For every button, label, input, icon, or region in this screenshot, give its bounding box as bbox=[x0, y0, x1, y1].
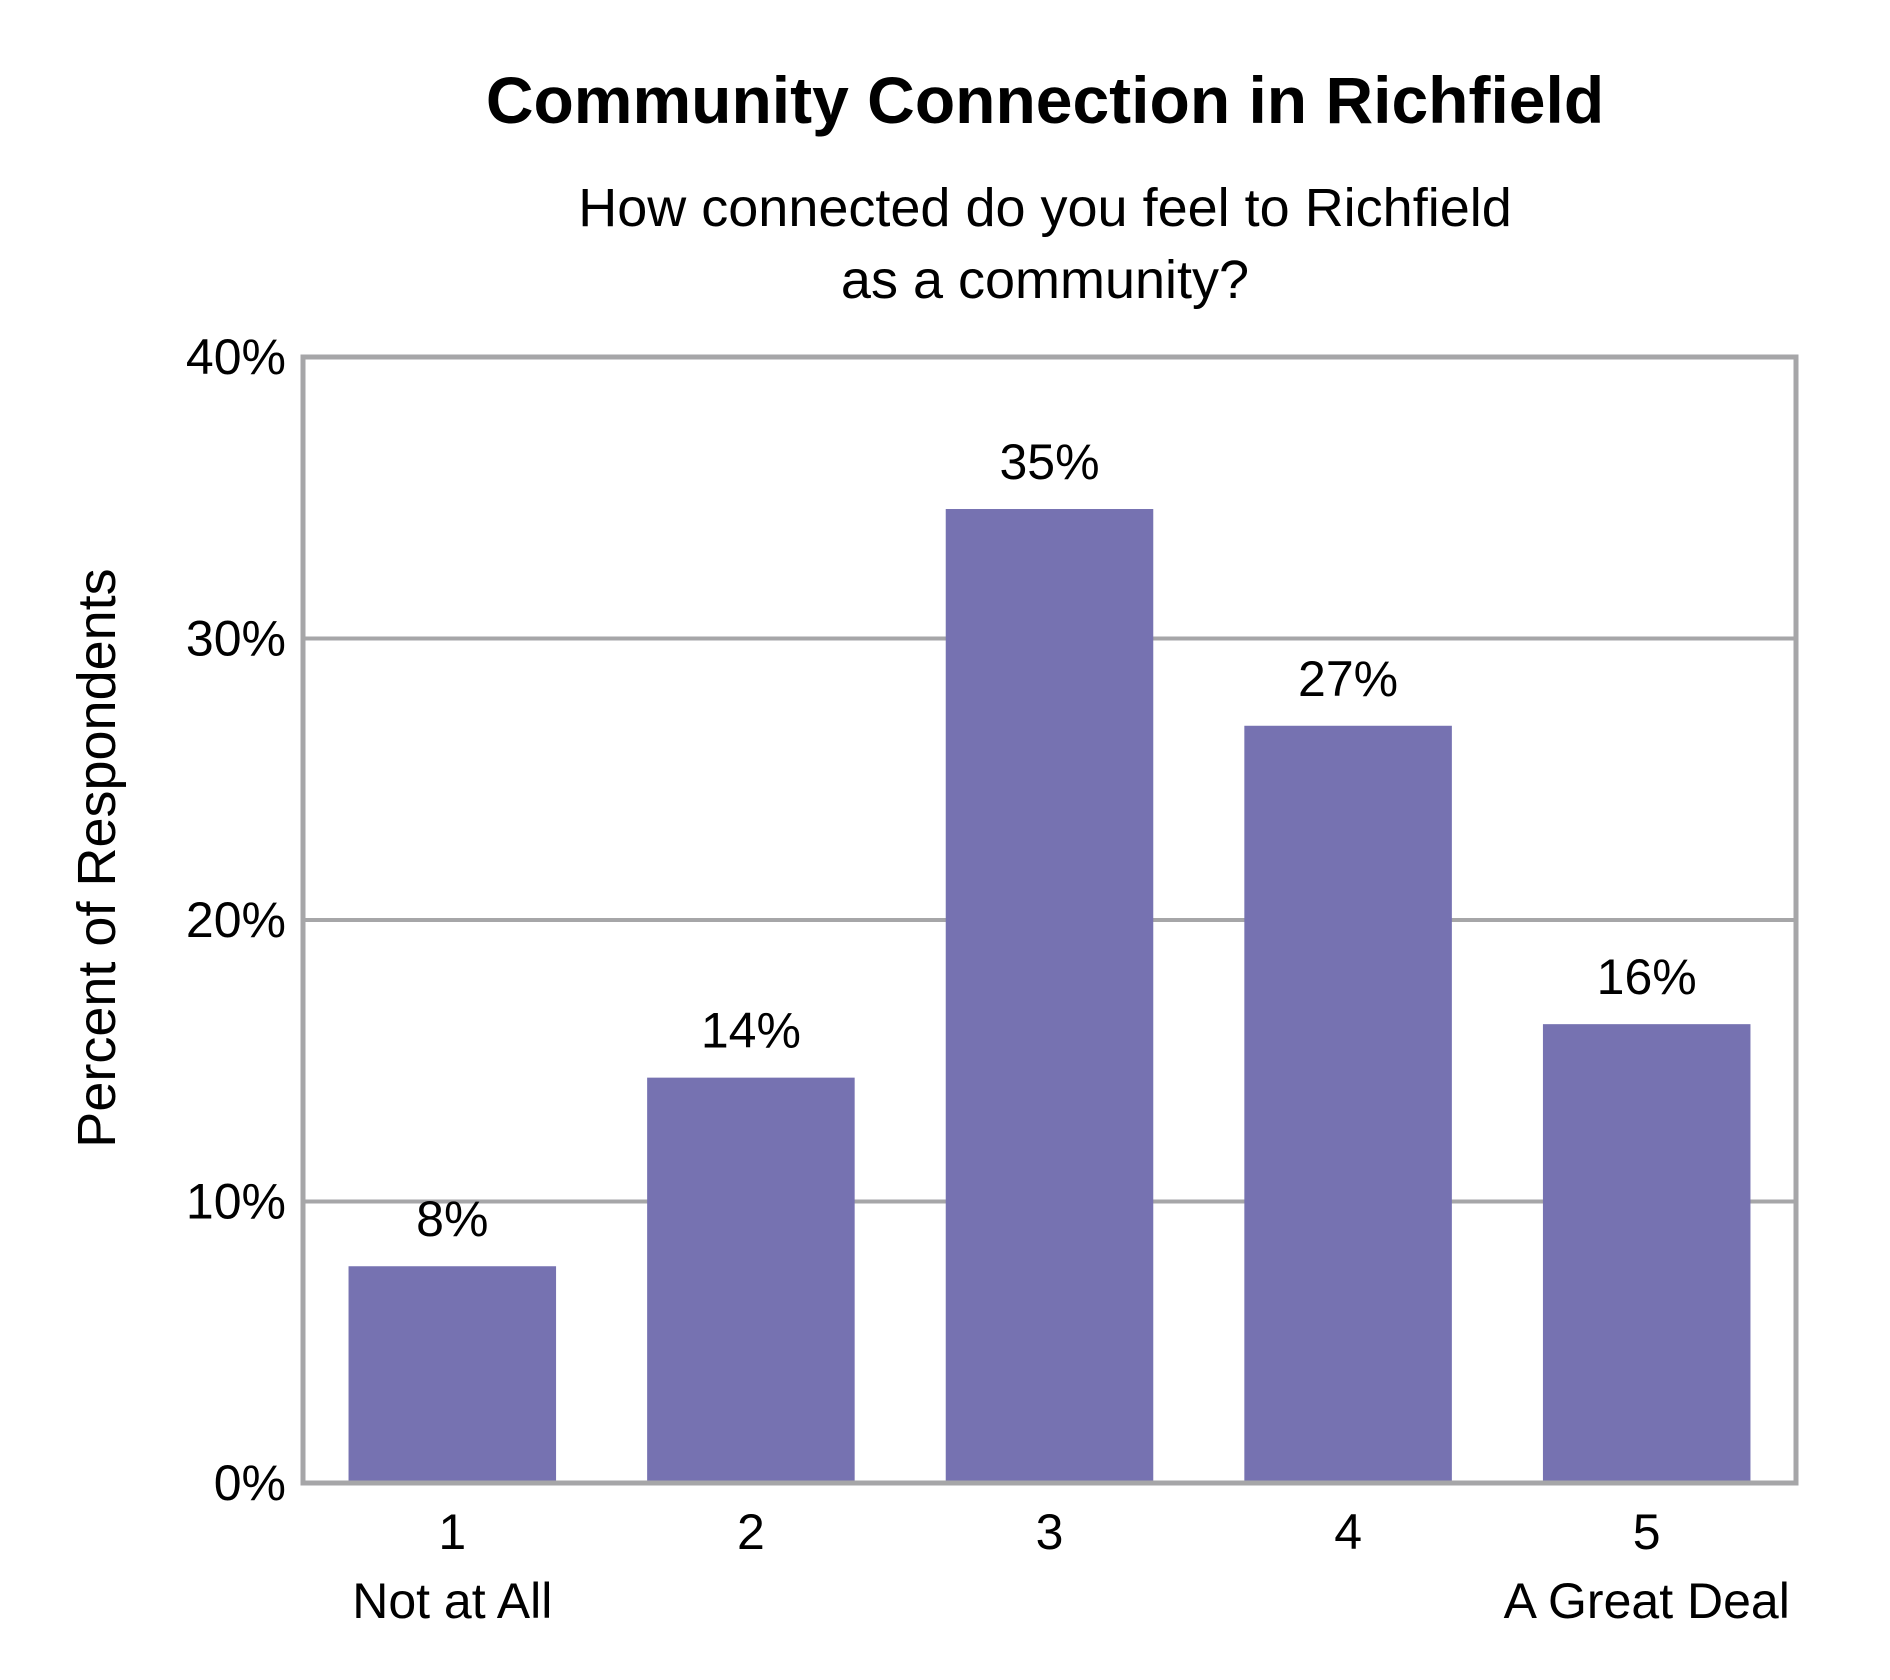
data-label-3: 35% bbox=[999, 434, 1099, 490]
x-tick-label-4: 4 bbox=[1334, 1504, 1362, 1560]
x-tick-label-1: 1 bbox=[438, 1504, 466, 1560]
y-tick-label-4: 40% bbox=[186, 329, 286, 385]
chart-subtitle-line-2: as a community? bbox=[841, 250, 1249, 310]
bar-2 bbox=[647, 1077, 855, 1483]
bar-1 bbox=[348, 1266, 557, 1483]
y-tick-label-2: 20% bbox=[186, 892, 286, 948]
chart-subtitle-line-1: How connected do you feel to Richfield bbox=[578, 178, 1512, 238]
y-tick-label-0: 0% bbox=[214, 1455, 286, 1511]
data-label-5: 16% bbox=[1597, 949, 1697, 1005]
data-label-2: 14% bbox=[701, 1003, 801, 1059]
y-tick-label-3: 30% bbox=[186, 611, 286, 667]
plot-frame bbox=[300, 354, 1799, 1486]
y-tick-label-1: 10% bbox=[186, 1174, 286, 1230]
data-label-4: 27% bbox=[1298, 651, 1398, 707]
bar-4 bbox=[1244, 725, 1452, 1483]
x-tick-label-2: 2 bbox=[737, 1504, 765, 1560]
bar-5 bbox=[1542, 1024, 1751, 1483]
bar-3 bbox=[945, 509, 1154, 1483]
x-tick-label-3: 3 bbox=[1036, 1504, 1064, 1560]
y-axis-label: Percent of Respondents bbox=[67, 568, 127, 1147]
x-tick-sublabel-1: Not at All bbox=[352, 1573, 552, 1629]
x-tick-label-5: 5 bbox=[1633, 1504, 1661, 1560]
x-tick-sublabel-5: A Great Deal bbox=[1504, 1573, 1790, 1629]
plot-area: 8% 1 Not at All 14% 2 35% 3 27% 4 16% 5 A Great Dea… bbox=[186, 329, 1799, 1629]
data-label-1: 8% bbox=[416, 1191, 488, 1247]
chart-title: Community Connection in Richfield bbox=[486, 63, 1604, 137]
